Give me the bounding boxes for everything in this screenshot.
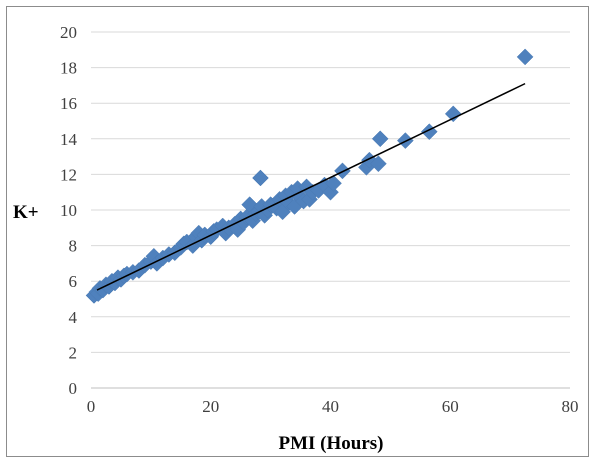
y-tick-label: 12	[60, 165, 77, 184]
y-tick-labels: 0 2 4 6 8 10 12 14 16 18 20	[60, 23, 78, 398]
y-tick-label: 0	[69, 379, 78, 398]
x-tick-label: 0	[87, 397, 96, 416]
y-tick-label: 14	[60, 130, 78, 149]
gridlines	[91, 31, 570, 353]
x-axis-title: PMI (Hours)	[278, 433, 383, 454]
data-point	[325, 174, 342, 192]
y-tick-label: 10	[60, 201, 77, 220]
data-point	[252, 169, 269, 187]
chart-frame	[6, 6, 589, 457]
y-tick-label: 18	[60, 59, 77, 78]
y-tick-label: 6	[69, 272, 78, 291]
data-point	[444, 105, 462, 123]
y-tick-label: 8	[69, 237, 78, 256]
data-point	[370, 155, 387, 173]
data-point	[334, 162, 351, 180]
x-tick-labels: 0 20 40 60 80	[87, 397, 579, 416]
y-tick-label: 2	[69, 343, 78, 362]
data-points	[85, 48, 534, 304]
y-tick-label: 20	[60, 23, 77, 42]
data-point	[371, 130, 389, 148]
y-tick-label: 16	[60, 94, 77, 113]
y-axis-title: K+	[13, 202, 39, 223]
y-tick-label: 4	[69, 308, 78, 327]
x-tick-label: 60	[442, 397, 459, 416]
x-tick-label: 40	[322, 397, 339, 416]
x-tick-label: 20	[202, 397, 219, 416]
data-point	[420, 123, 438, 141]
data-point	[516, 48, 534, 66]
linear-trendline	[96, 82, 526, 291]
x-tick-label: 80	[562, 397, 579, 416]
